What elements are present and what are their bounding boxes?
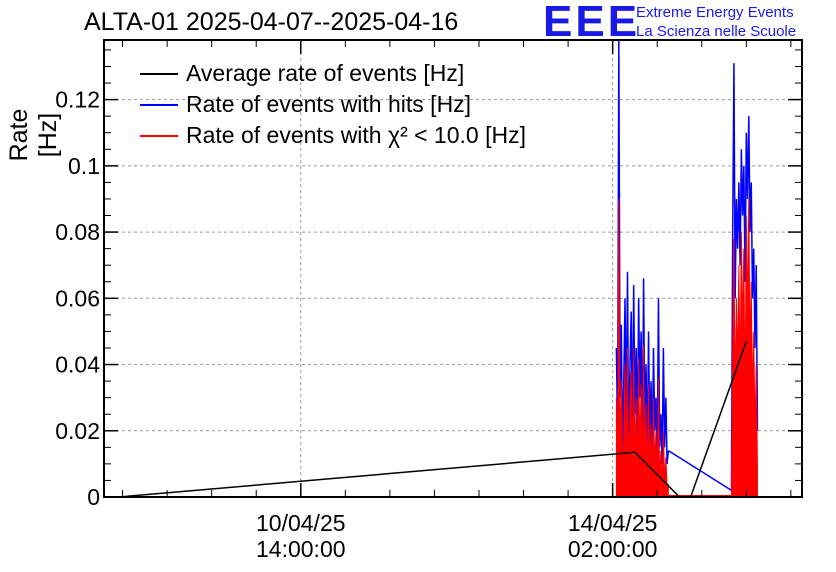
legend-label-chi2: Rate of events with χ² < 10.0 [Hz] — [186, 122, 526, 148]
legend-label-average: Average rate of events [Hz] — [186, 60, 465, 86]
legend: Average rate of events [Hz] Rate of even… — [140, 58, 526, 151]
x-tick-label-date: 10/04/25 — [256, 510, 346, 536]
legend-item-average: Average rate of events [Hz] — [140, 58, 526, 89]
org-line-1: Extreme Energy Events — [636, 4, 794, 21]
y-tick-label: 0.04 — [55, 352, 100, 378]
y-tick-label: 0.06 — [55, 285, 100, 311]
x-tick-label-time: 14:00:00 — [256, 536, 346, 562]
series-hits-line — [730, 63, 759, 491]
legend-swatch-hits — [140, 103, 178, 106]
y-tick-label: 0.12 — [55, 87, 100, 113]
y-tick-label: 0.08 — [55, 219, 100, 245]
x-tick-label-time: 02:00:00 — [568, 536, 658, 562]
org-line-2: La Scienza nelle Scuole — [636, 23, 797, 40]
legend-label-hits: Rate of events with hits [Hz] — [186, 91, 472, 117]
plot-frame — [103, 39, 803, 498]
legend-swatch-chi2 — [140, 134, 178, 137]
y-tick-label: 0 — [87, 484, 100, 510]
eee-logo: EEE — [543, 0, 641, 46]
y-tick-label: 0.02 — [55, 418, 100, 444]
chart-title: ALTA-01 2025-04-07--2025-04-16 — [84, 8, 459, 36]
series-chi2-area — [615, 198, 669, 498]
legend-item-hits: Rate of events with hits [Hz] — [140, 89, 526, 120]
x-tick-label-date: 14/04/25 — [568, 510, 658, 536]
y-tick-label: 0.1 — [68, 153, 100, 179]
org-name: Extreme Energy Events La Scienza nelle S… — [636, 3, 796, 41]
legend-item-chi2: Rate of events with χ² < 10.0 [Hz] — [140, 120, 526, 151]
legend-swatch-average — [140, 72, 178, 75]
y-axis-label: Rate [Hz] — [5, 108, 62, 162]
